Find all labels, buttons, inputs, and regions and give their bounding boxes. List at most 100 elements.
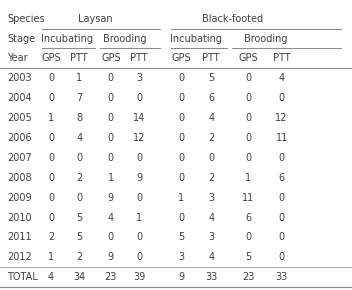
Text: 0: 0 [278, 93, 285, 103]
Text: PTT: PTT [130, 53, 148, 64]
Text: 4: 4 [76, 133, 82, 143]
Text: 4: 4 [208, 252, 214, 262]
Text: 0: 0 [278, 252, 285, 262]
Text: 9: 9 [136, 173, 142, 183]
Text: PTT: PTT [70, 53, 88, 64]
Text: 0: 0 [178, 113, 184, 123]
Text: Brooding: Brooding [244, 34, 288, 44]
Text: 5: 5 [208, 73, 214, 83]
Text: 12: 12 [275, 113, 288, 123]
Text: 6: 6 [208, 93, 214, 103]
Text: 2004: 2004 [7, 93, 32, 103]
Text: 12: 12 [133, 133, 145, 143]
Text: Laysan: Laysan [78, 14, 112, 24]
Text: 5: 5 [76, 232, 82, 242]
Text: Species: Species [7, 14, 45, 24]
Text: 4: 4 [278, 73, 285, 83]
Text: 0: 0 [178, 153, 184, 163]
Text: 0: 0 [245, 93, 251, 103]
Text: 0: 0 [208, 153, 214, 163]
Text: 0: 0 [108, 232, 114, 242]
Text: 0: 0 [48, 73, 54, 83]
Text: 1: 1 [245, 173, 251, 183]
Text: 2007: 2007 [7, 153, 32, 163]
Text: Year: Year [7, 53, 28, 64]
Text: 0: 0 [108, 133, 114, 143]
Text: 5: 5 [178, 232, 184, 242]
Text: 5: 5 [76, 213, 82, 222]
Text: 0: 0 [48, 173, 54, 183]
Text: 33: 33 [205, 272, 217, 282]
Text: 0: 0 [178, 93, 184, 103]
Text: PTT: PTT [273, 53, 290, 64]
Text: 6: 6 [245, 213, 251, 222]
Text: 14: 14 [133, 113, 145, 123]
Text: 3: 3 [136, 73, 142, 83]
Text: 0: 0 [178, 173, 184, 183]
Text: Incubating: Incubating [41, 34, 93, 44]
Text: 8: 8 [76, 113, 82, 123]
Text: 2003: 2003 [7, 73, 32, 83]
Text: 2: 2 [76, 173, 82, 183]
Text: 2012: 2012 [7, 252, 32, 262]
Text: 1: 1 [48, 113, 54, 123]
Text: 5: 5 [245, 252, 251, 262]
Text: GPS: GPS [171, 53, 191, 64]
Text: 6: 6 [278, 173, 285, 183]
Text: 0: 0 [48, 153, 54, 163]
Text: 3: 3 [178, 252, 184, 262]
Text: 0: 0 [136, 93, 142, 103]
Text: 0: 0 [48, 93, 54, 103]
Text: Incubating: Incubating [170, 34, 222, 44]
Text: 0: 0 [278, 213, 285, 222]
Text: 33: 33 [276, 272, 288, 282]
Text: 2: 2 [208, 133, 214, 143]
Text: PTT: PTT [202, 53, 220, 64]
Text: 1: 1 [136, 213, 142, 222]
Text: 0: 0 [108, 73, 114, 83]
Text: 0: 0 [136, 252, 142, 262]
Text: 0: 0 [278, 153, 285, 163]
Text: 4: 4 [48, 272, 54, 282]
Text: 0: 0 [278, 232, 285, 242]
Text: GPS: GPS [41, 53, 61, 64]
Text: 4: 4 [108, 213, 114, 222]
Text: 0: 0 [178, 73, 184, 83]
Text: 9: 9 [108, 252, 114, 262]
Text: 4: 4 [208, 213, 214, 222]
Text: 0: 0 [278, 193, 285, 203]
Text: TOTAL: TOTAL [7, 272, 38, 282]
Text: 9: 9 [178, 272, 184, 282]
Text: GPS: GPS [238, 53, 258, 64]
Text: 4: 4 [208, 113, 214, 123]
Text: 2: 2 [76, 252, 82, 262]
Text: 0: 0 [48, 133, 54, 143]
Text: 23: 23 [242, 272, 254, 282]
Text: 3: 3 [208, 232, 214, 242]
Text: 0: 0 [136, 153, 142, 163]
Text: 11: 11 [242, 193, 254, 203]
Text: Brooding: Brooding [103, 34, 147, 44]
Text: 0: 0 [245, 153, 251, 163]
Text: 3: 3 [208, 193, 214, 203]
Text: 0: 0 [108, 113, 114, 123]
Text: 0: 0 [245, 232, 251, 242]
Text: 39: 39 [133, 272, 145, 282]
Text: Stage: Stage [7, 34, 35, 44]
Text: 1: 1 [108, 173, 114, 183]
Text: 0: 0 [76, 153, 82, 163]
Text: 7: 7 [76, 93, 82, 103]
Text: 0: 0 [108, 153, 114, 163]
Text: 2006: 2006 [7, 133, 32, 143]
Text: 1: 1 [178, 193, 184, 203]
Text: 0: 0 [48, 213, 54, 222]
Text: 0: 0 [245, 113, 251, 123]
Text: 9: 9 [108, 193, 114, 203]
Text: 2010: 2010 [7, 213, 32, 222]
Text: 0: 0 [178, 133, 184, 143]
Text: 0: 0 [136, 232, 142, 242]
Text: 0: 0 [76, 193, 82, 203]
Text: 2: 2 [208, 173, 214, 183]
Text: 2008: 2008 [7, 173, 32, 183]
Text: 0: 0 [245, 73, 251, 83]
